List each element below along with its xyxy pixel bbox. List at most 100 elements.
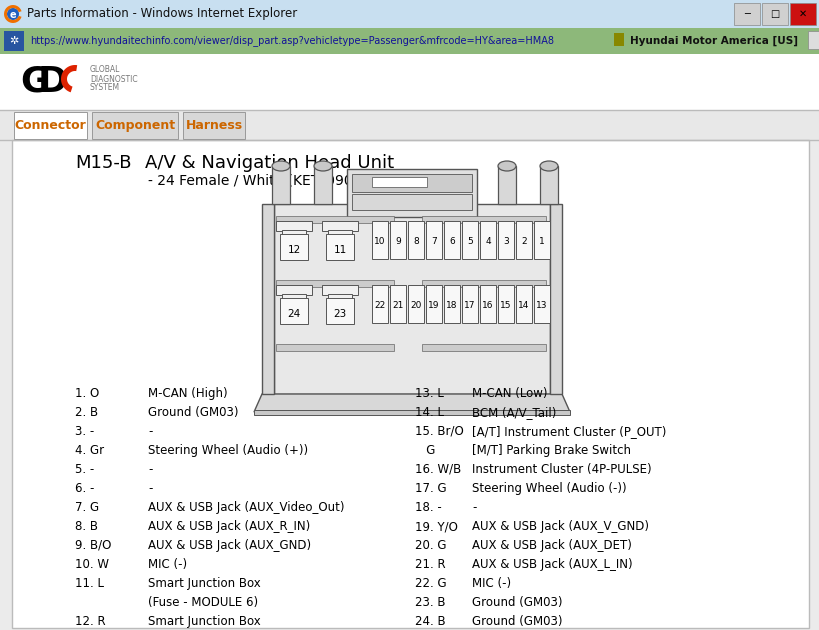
Text: 5: 5 [467, 236, 473, 246]
Text: 24: 24 [287, 309, 301, 319]
Text: Hyundai Motor America [US]: Hyundai Motor America [US] [629, 36, 797, 46]
Text: Smart Junction Box: Smart Junction Box [147, 615, 260, 628]
Text: D: D [38, 65, 68, 99]
Bar [322, 221, 358, 231]
Bar [351, 194, 472, 210]
Text: 3: 3 [503, 236, 509, 246]
Text: Smart Junction Box: Smart Junction Box [147, 577, 260, 590]
Text: 2: 2 [521, 236, 526, 246]
Bar [497, 166, 515, 204]
Polygon shape [4, 5, 21, 23]
Bar [533, 221, 550, 259]
Bar [390, 285, 405, 323]
Text: Parts Information - Windows Internet Explorer: Parts Information - Windows Internet Exp… [27, 8, 297, 21]
Text: 3. -: 3. - [75, 425, 94, 438]
Text: 10. W: 10. W [75, 558, 109, 571]
Bar [276, 221, 311, 231]
Bar [328, 230, 351, 235]
Bar [372, 177, 427, 187]
Bar [92, 112, 178, 139]
Bar [254, 410, 569, 415]
Text: 15. Br/O: 15. Br/O [414, 425, 464, 438]
Text: 21. R: 21. R [414, 558, 445, 571]
Bar [0, 28, 819, 54]
Text: G: G [414, 444, 435, 457]
Text: -: - [147, 425, 152, 438]
Bar [613, 33, 623, 46]
Text: AUX & USB Jack (AUX_R_IN): AUX & USB Jack (AUX_R_IN) [147, 520, 310, 533]
Bar [326, 298, 354, 324]
Text: MIC (-): MIC (-) [147, 558, 187, 571]
Bar [0, 54, 819, 110]
Text: 1: 1 [538, 236, 544, 246]
Bar [279, 298, 308, 324]
Text: 11. L: 11. L [75, 577, 104, 590]
Text: 16. W/B: 16. W/B [414, 463, 460, 476]
Text: [A/T] Instrument Cluster (P_OUT): [A/T] Instrument Cluster (P_OUT) [472, 425, 666, 438]
Bar [4, 31, 24, 51]
Bar [262, 204, 274, 394]
Text: Harness: Harness [185, 119, 242, 132]
Text: M15-B: M15-B [75, 154, 131, 172]
Bar [328, 294, 351, 299]
Bar [0, 110, 819, 140]
Text: 22. G: 22. G [414, 577, 446, 590]
Ellipse shape [272, 161, 290, 171]
Bar [479, 221, 495, 259]
Text: 13. L: 13. L [414, 387, 443, 400]
Text: AUX & USB Jack (AUX_GND): AUX & USB Jack (AUX_GND) [147, 539, 310, 552]
Text: Ground (GM03): Ground (GM03) [147, 406, 238, 419]
Bar [272, 166, 290, 204]
Text: SYSTEM: SYSTEM [90, 84, 120, 93]
Text: GLOBAL: GLOBAL [90, 66, 120, 74]
Bar [351, 174, 472, 192]
Text: MIC (-): MIC (-) [472, 577, 510, 590]
Bar [515, 221, 532, 259]
Text: -: - [472, 501, 476, 514]
Bar [461, 221, 477, 259]
Bar [326, 234, 354, 260]
Text: 9. B/O: 9. B/O [75, 539, 111, 552]
Bar [497, 221, 514, 259]
Text: 19: 19 [428, 301, 439, 309]
Bar [789, 3, 815, 25]
Ellipse shape [540, 161, 557, 171]
Text: 18: 18 [446, 301, 457, 309]
Text: 16: 16 [482, 301, 493, 309]
Text: (Fuse - MODULE 6): (Fuse - MODULE 6) [147, 596, 258, 609]
Bar [274, 204, 550, 394]
Polygon shape [254, 394, 569, 412]
Bar [372, 285, 387, 323]
Text: 4. Gr: 4. Gr [75, 444, 104, 457]
Text: 11: 11 [333, 245, 346, 255]
Text: Steering Wheel (Audio (+)): Steering Wheel (Audio (+)) [147, 444, 308, 457]
Bar [761, 3, 787, 25]
Bar [12, 140, 808, 628]
Text: □: □ [769, 9, 779, 19]
Bar [276, 280, 393, 287]
Bar [279, 234, 308, 260]
Text: 18. -: 18. - [414, 501, 441, 514]
Bar [479, 285, 495, 323]
Text: 17: 17 [464, 301, 475, 309]
Text: 24. B: 24. B [414, 615, 445, 628]
Text: AUX & USB Jack (AUX_DET): AUX & USB Jack (AUX_DET) [472, 539, 631, 552]
Text: 22: 22 [374, 301, 385, 309]
Bar [282, 294, 305, 299]
Text: 20. G: 20. G [414, 539, 446, 552]
Bar [443, 221, 459, 259]
Text: ─: ─ [743, 9, 749, 19]
Text: - 24 Female / White (KET_09025_24F_W): - 24 Female / White (KET_09025_24F_W) [147, 174, 428, 188]
Text: -: - [147, 482, 152, 495]
Text: https://www.hyundaitechinfo.com/viewer/disp_part.asp?vehicletype=Passenger&mfrco: https://www.hyundaitechinfo.com/viewer/d… [30, 35, 554, 47]
Text: A/V & Navigation Head Unit: A/V & Navigation Head Unit [145, 154, 394, 172]
Bar [14, 112, 87, 139]
Bar [497, 285, 514, 323]
Text: 1. O: 1. O [75, 387, 99, 400]
Bar [183, 112, 245, 139]
Bar [322, 285, 358, 295]
Text: 6: 6 [449, 236, 455, 246]
Text: -: - [147, 463, 152, 476]
Text: G: G [20, 65, 50, 99]
Text: 13: 13 [536, 301, 547, 309]
